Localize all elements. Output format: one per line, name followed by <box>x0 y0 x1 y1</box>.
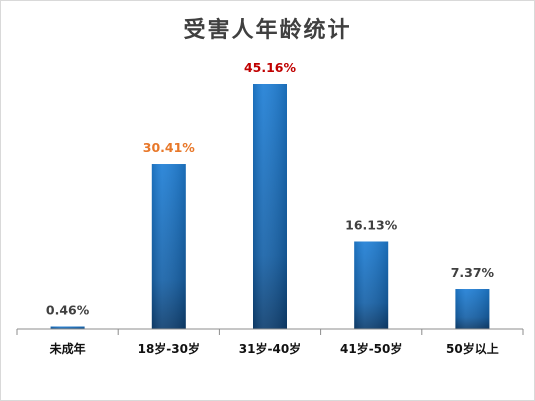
bar-shade-3 <box>253 84 287 329</box>
data-label-5: 7.37% <box>451 265 495 280</box>
data-label-4: 16.13% <box>345 217 398 232</box>
category-label-4: 41岁-50岁 <box>340 341 402 356</box>
category-label-5: 50岁以上 <box>446 341 499 356</box>
data-label-3: 45.16% <box>244 60 297 75</box>
bar-shade-2 <box>151 164 186 329</box>
category-label-3: 31岁-40岁 <box>239 341 301 356</box>
category-label-2: 18岁-30岁 <box>138 341 200 356</box>
category-label-1: 未成年 <box>49 341 86 356</box>
data-label-2: 30.41% <box>143 140 196 155</box>
chart-title: 受害人年龄统计 <box>183 17 352 43</box>
bar-shade-5 <box>455 289 490 329</box>
bar-shade-1 <box>50 326 85 329</box>
data-label-1: 0.46% <box>46 303 90 318</box>
bar-shade-4 <box>354 241 389 329</box>
